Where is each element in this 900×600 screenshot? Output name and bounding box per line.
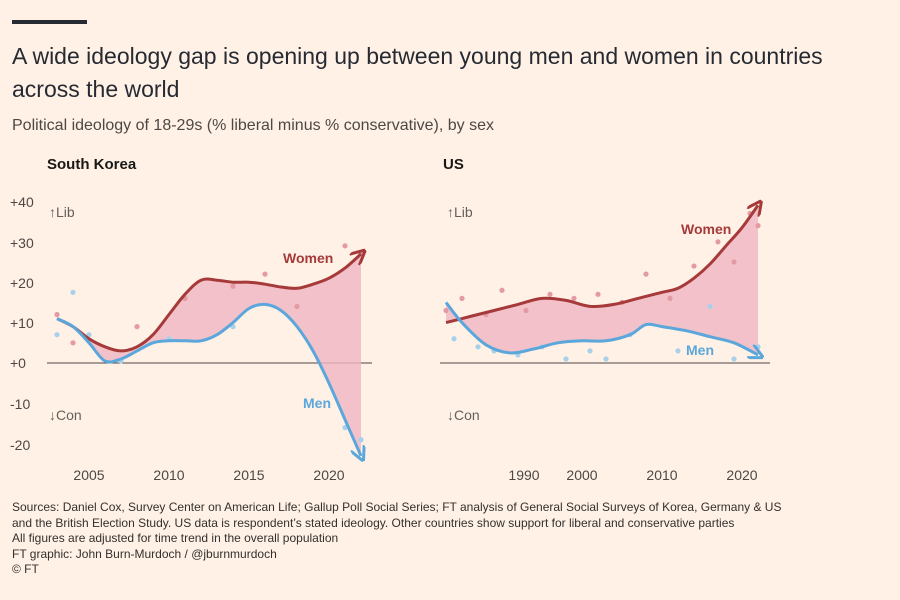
men-line — [444, 301, 758, 355]
women-data-point — [262, 271, 268, 277]
series-label-women: Women — [681, 221, 731, 237]
lib-direction-label: ↑Lib — [447, 204, 473, 220]
women-data-point — [715, 239, 721, 245]
sources-line: Sources: Daniel Cox, Survey Center on Am… — [12, 500, 782, 514]
women-data-point — [691, 263, 697, 269]
series-label-men: Men — [686, 342, 714, 358]
women-data-point — [134, 324, 140, 330]
chart-title: A wide ideology gap is opening up betwee… — [12, 43, 823, 102]
chart-subtitle: Political ideology of 18-29s (% liberal … — [12, 117, 494, 134]
x-tick-label: 2020 — [313, 467, 344, 483]
lib-direction-label: ↑Lib — [49, 204, 75, 220]
gap-area — [57, 253, 361, 456]
panel-title-south-korea: South Korea — [47, 156, 137, 173]
men-data-point — [451, 336, 457, 342]
women-data-point — [667, 295, 673, 301]
y-tick-label: -10 — [10, 396, 30, 412]
x-tick-label: 2010 — [153, 467, 184, 483]
women-data-point — [643, 271, 649, 277]
women-data-point — [499, 287, 505, 293]
x-tick-label: 2020 — [726, 467, 757, 483]
women-line — [56, 254, 361, 353]
con-direction-label: ↓Con — [447, 407, 480, 423]
men-data-point — [603, 356, 609, 362]
panel-south-korea: South Korea +40 +30 +20 +10 +0 -10 -20 ↑… — [10, 156, 372, 483]
charts-area: South Korea +40 +30 +20 +10 +0 -10 -20 ↑… — [10, 156, 770, 483]
x-tick-label: 2015 — [233, 467, 264, 483]
x-tick-label: 2000 — [566, 467, 597, 483]
series-label-men: Men — [303, 395, 331, 411]
y-tick-label: +30 — [10, 235, 34, 251]
gap-area — [446, 205, 758, 355]
y-tick-label: +20 — [10, 275, 34, 291]
women-data-point — [571, 295, 577, 301]
men-data-point — [358, 437, 364, 443]
panel-us: US ↑Lib ↓Con 1990 2000 2010 2020 Women M… — [440, 156, 770, 483]
women-data-point — [459, 295, 465, 301]
y-tick-label: +0 — [10, 355, 26, 371]
men-data-point — [563, 356, 569, 362]
women-line — [445, 205, 758, 325]
x-tick-label: 2010 — [646, 467, 677, 483]
y-tick-label: -20 — [10, 437, 30, 453]
panel-title-us: US — [443, 156, 464, 173]
men-data-point — [342, 425, 348, 431]
women-data-point — [523, 307, 529, 314]
men-data-point — [707, 303, 713, 310]
series-label-women: Women — [283, 250, 333, 266]
women-data-point — [230, 283, 236, 289]
sources-line: All figures are adjusted for time trend … — [12, 531, 339, 545]
women-data-point — [443, 307, 449, 314]
x-tick-label: 1990 — [508, 467, 539, 483]
men-data-point — [731, 356, 737, 362]
brand-bar — [12, 20, 87, 24]
credit-line: FT graphic: John Burn-Murdoch / @jburnmu… — [12, 546, 277, 561]
men-data-point — [587, 348, 593, 354]
men-data-point — [54, 332, 60, 338]
men-line — [56, 302, 361, 456]
con-direction-label: ↓Con — [49, 407, 82, 423]
men-data-point — [475, 344, 481, 350]
women-data-point — [547, 291, 553, 297]
women-data-point — [70, 340, 76, 346]
men-data-point — [755, 344, 761, 350]
x-tick-label: 2005 — [73, 467, 104, 483]
women-data-point — [755, 223, 761, 229]
men-data-point — [675, 348, 681, 354]
copyright: © FT — [12, 562, 39, 576]
men-data-point — [86, 332, 92, 338]
women-data-point — [294, 303, 300, 310]
women-data-point — [342, 243, 348, 249]
men-data-point — [70, 289, 76, 295]
sources-note: Sources: Daniel Cox, Survey Center on Am… — [12, 500, 892, 578]
women-data-point — [54, 311, 60, 318]
y-tick-label: +40 — [10, 194, 34, 210]
sources-line: and the British Election Study. US data … — [12, 515, 735, 530]
women-data-point — [595, 291, 601, 297]
women-data-point — [731, 259, 737, 265]
y-tick-label: +10 — [10, 315, 34, 331]
